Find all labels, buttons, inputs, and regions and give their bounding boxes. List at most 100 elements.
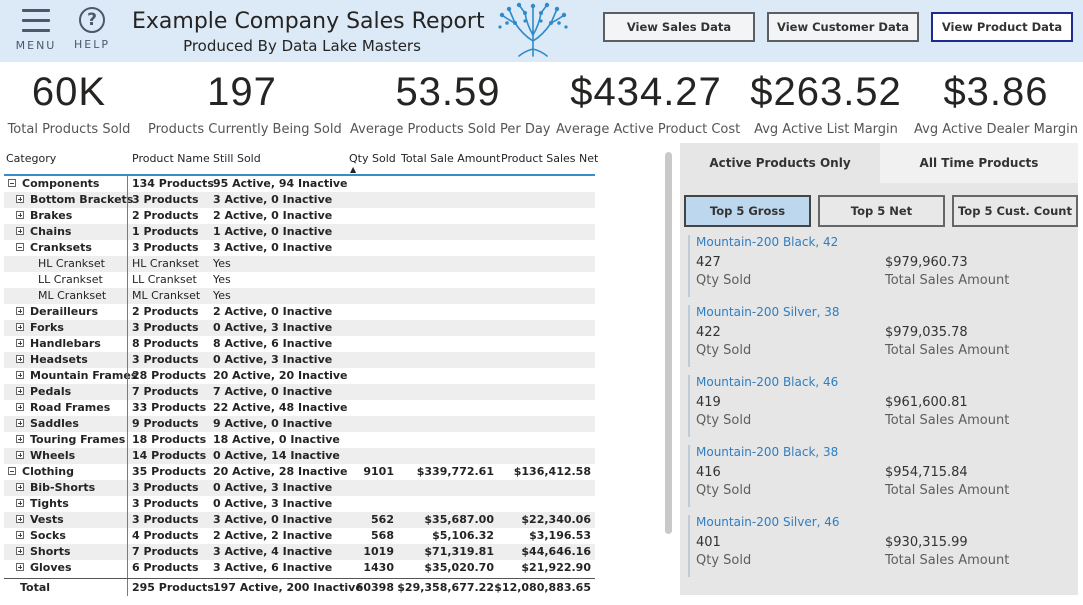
expand-icon[interactable]	[16, 483, 24, 491]
tab-all-time-products[interactable]: All Time Products	[880, 143, 1078, 183]
cell-category-text: Road Frames	[30, 401, 111, 414]
expand-icon[interactable]	[16, 195, 24, 203]
cell-total: $35,020.70	[424, 561, 494, 574]
menu-label: MENU	[15, 39, 57, 52]
table-row: Bottom Brackets 3 Products 3 Active, 0 Ina…	[4, 192, 595, 208]
cell-category-text: Brakes	[30, 209, 73, 222]
kpi-value-avg-active-product-cost: $434.27	[570, 70, 722, 114]
expand-icon[interactable]	[16, 563, 24, 571]
top-5-cust-count-button[interactable]: Top 5 Cust. Count	[952, 195, 1078, 227]
expand-icon[interactable]	[16, 355, 24, 363]
expand-icon[interactable]	[16, 403, 24, 411]
cell-still: 3 Active, 6 Inactive	[213, 561, 333, 574]
expand-icon[interactable]	[16, 387, 24, 395]
card-amount-value: $954,715.84	[885, 465, 968, 480]
col-header-still-sold[interactable]: Still Sold	[213, 152, 261, 165]
expand-icon[interactable]	[16, 547, 24, 555]
cell-category-text: LL Crankset	[38, 273, 103, 286]
cell-category-text: Touring Frames	[30, 433, 126, 446]
card-amount-value: $979,035.78	[885, 325, 968, 340]
cell-category-text: HL Crankset	[38, 257, 105, 270]
expand-icon[interactable]	[16, 323, 24, 331]
cell-category-text: Bottom Brackets	[30, 193, 134, 206]
collapse-icon[interactable]	[8, 179, 16, 187]
card-amount-label: Total Sales Amount	[885, 483, 1010, 498]
cell-category: Headsets	[16, 353, 88, 366]
cell-product: 7 Products	[132, 545, 199, 558]
cell-category-text: Wheels	[30, 449, 76, 462]
cell-still: 0 Active, 3 Inactive	[213, 497, 333, 510]
table-row: Forks 3 Products 0 Active, 3 Inactive	[4, 320, 595, 336]
cell-qty: 1430	[363, 561, 394, 574]
card-qty-label: Qty Sold	[696, 553, 752, 568]
view-customer-data-button[interactable]: View Customer Data	[767, 12, 919, 42]
cell-product: 3 Products	[132, 497, 199, 510]
kpi-value-avg-active-dealer-margin: $3.86	[943, 70, 1049, 114]
card-accent-bar	[688, 305, 690, 367]
top-5-net-button[interactable]: Top 5 Net	[818, 195, 945, 227]
table-scrollbar[interactable]	[665, 152, 672, 534]
card-amount-label: Total Sales Amount	[885, 553, 1010, 568]
col-header-product-sales-net[interactable]: Product Sales Net	[501, 152, 599, 165]
expand-icon[interactable]	[16, 227, 24, 235]
cell-product: 1 Products	[132, 225, 199, 238]
table-row: Headsets 3 Products 0 Active, 3 Inactive	[4, 352, 595, 368]
sort-ascending-icon[interactable]: ▲	[350, 165, 357, 174]
view-sales-data-button[interactable]: View Sales Data	[603, 12, 755, 42]
table-row: Handlebars 8 Products 8 Active, 6 Inactive	[4, 336, 595, 352]
cell-still: 8 Active, 6 Inactive	[213, 337, 333, 350]
col-header-category[interactable]: Category	[6, 152, 57, 165]
expand-icon[interactable]	[16, 211, 24, 219]
expand-icon[interactable]	[16, 371, 24, 379]
card-product-name: Mountain-200 Black, 42	[696, 235, 839, 249]
cell-category-text: Headsets	[30, 353, 88, 366]
expand-icon[interactable]	[16, 339, 24, 347]
card-amount-label: Total Sales Amount	[885, 273, 1010, 288]
tab-active-products-only[interactable]: Active Products Only	[680, 143, 880, 183]
expand-icon[interactable]	[16, 307, 24, 315]
table-total-row: Total 295 Products 197 Active, 200 Inact…	[4, 578, 595, 597]
cell-still: 0 Active, 3 Inactive	[213, 481, 333, 494]
total-products: 295 Products	[132, 581, 214, 594]
help-button[interactable]: ? HELP	[66, 4, 118, 56]
cell-category: Forks	[16, 321, 64, 334]
expand-icon[interactable]	[16, 419, 24, 427]
expand-icon[interactable]	[16, 515, 24, 523]
help-icon: ?	[79, 7, 105, 33]
col-header-product-name[interactable]: Product Name	[132, 152, 210, 165]
cell-product: 134 Products	[132, 177, 214, 190]
cell-product: 8 Products	[132, 337, 199, 350]
kpi-label-total-products-sold: Total Products Sold	[7, 122, 131, 137]
cell-category-text: Shorts	[30, 545, 71, 558]
cell-category-text: Pedals	[30, 385, 72, 398]
header-bar: MENU ? HELP Example Company Sales Report…	[0, 0, 1083, 62]
collapse-icon[interactable]	[16, 243, 24, 251]
kpi-value-total-products-sold: 60K	[31, 70, 107, 114]
panel-body	[680, 183, 1078, 595]
col-header-total-sale-amount[interactable]: Total Sale Amount	[401, 152, 501, 165]
cell-category: Tights	[16, 497, 69, 510]
table-row: LL Crankset LL Crankset Yes	[4, 272, 595, 288]
cell-still: Yes	[213, 289, 231, 302]
cell-category: Pedals	[16, 385, 71, 398]
expand-icon[interactable]	[16, 531, 24, 539]
col-header-qty-sold[interactable]: Qty Sold	[349, 152, 396, 165]
top-5-gross-button[interactable]: Top 5 Gross	[684, 195, 811, 227]
cell-category-text: Saddles	[30, 417, 79, 430]
card-amount-label: Total Sales Amount	[885, 343, 1010, 358]
cell-category: Bib-Shorts	[16, 481, 95, 494]
card-product-name: Mountain-200 Silver, 38	[696, 305, 840, 319]
expand-icon[interactable]	[16, 451, 24, 459]
cell-still: Yes	[213, 257, 231, 270]
cell-category-text: Mountain Frames	[30, 369, 138, 382]
cell-category-text: Gloves	[30, 561, 72, 574]
expand-icon[interactable]	[16, 499, 24, 507]
cell-category: Gloves	[16, 561, 72, 574]
cell-net: $3,196.53	[529, 529, 591, 542]
collapse-icon[interactable]	[8, 467, 16, 475]
menu-button[interactable]: MENU	[10, 4, 62, 56]
view-product-data-button[interactable]: View Product Data	[931, 12, 1073, 42]
card-amount-label: Total Sales Amount	[885, 413, 1010, 428]
cell-category-text: Cranksets	[30, 241, 92, 254]
expand-icon[interactable]	[16, 435, 24, 443]
